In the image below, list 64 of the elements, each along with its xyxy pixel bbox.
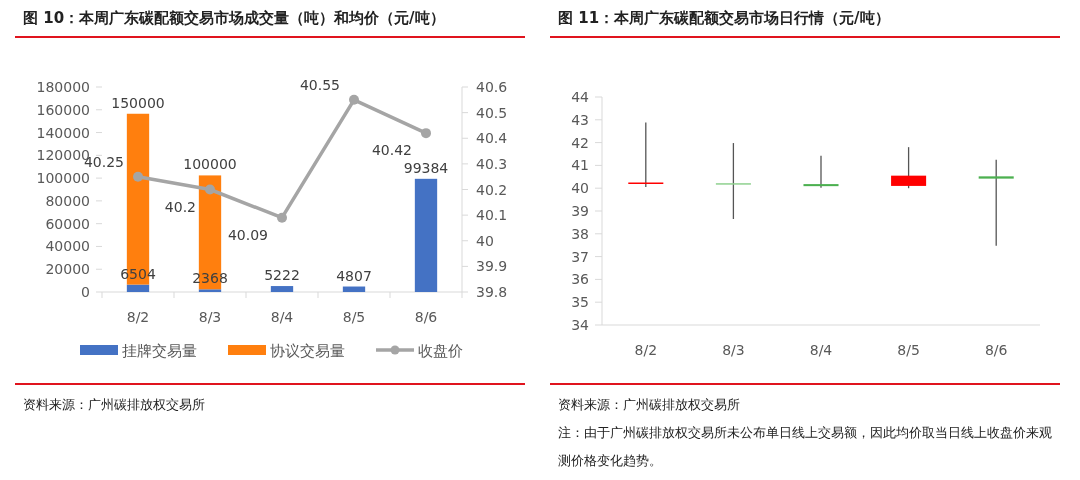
y-tick-label: 0 xyxy=(81,284,90,300)
y-tick-label: 36 xyxy=(571,271,590,288)
y2-tick-label: 40.5 xyxy=(476,104,508,121)
x-tick-label: 8/6 xyxy=(414,309,438,325)
point xyxy=(349,94,359,105)
y-tick-label: 37 xyxy=(571,248,589,265)
y-tick-label: 40 xyxy=(571,180,589,197)
y-tick-label: 42 xyxy=(571,134,589,151)
y2-tick-label: 39.8 xyxy=(476,284,508,300)
x-tick-label: 8/4 xyxy=(270,309,294,325)
point xyxy=(277,212,287,223)
y-tick-label: 20000 xyxy=(45,261,90,278)
point xyxy=(205,184,215,195)
y2-tick-label: 40.6 xyxy=(476,79,508,95)
y-tick-label: 160000 xyxy=(36,101,90,118)
x-tick-label: 8/3 xyxy=(198,309,222,325)
y-tick-label: 43 xyxy=(571,111,589,128)
x-tick-label: 8/4 xyxy=(809,342,833,358)
y-tick-label: 140000 xyxy=(36,124,90,141)
y2-tick-label: 40.1 xyxy=(476,207,508,224)
chart-title: 图 10：本周广东碳配额交易市场成交量（吨）和均价（元/吨） xyxy=(15,6,525,38)
data-label: 40.09 xyxy=(227,226,268,243)
y-tick-label: 80000 xyxy=(45,192,90,209)
x-tick-label: 8/5 xyxy=(897,342,920,358)
y2-tick-label: 39.9 xyxy=(476,258,508,275)
y-tick-label: 44 xyxy=(571,89,590,105)
y-tick-label: 38 xyxy=(571,225,589,242)
candlestick xyxy=(978,159,1014,247)
candlestick xyxy=(715,142,751,220)
data-label: 40.42 xyxy=(371,142,412,159)
y2-tick-label: 40 xyxy=(476,232,494,249)
y-tick-label: 40000 xyxy=(45,238,90,255)
legend-label: 挂牌交易量 xyxy=(122,342,197,360)
x-tick-label: 8/6 xyxy=(984,342,1008,358)
y2-tick-label: 40.3 xyxy=(476,155,508,172)
y-tick-label: 41 xyxy=(571,157,589,174)
x-tick-label: 8/5 xyxy=(342,309,366,325)
x-tick-label: 8/2 xyxy=(126,309,150,325)
data-label: 5222 xyxy=(264,267,300,284)
text: 资料来源：广州碳排放权交易所 xyxy=(558,396,741,414)
data-label: 40.55 xyxy=(299,76,340,93)
point xyxy=(133,171,143,182)
data-label: 40.2 xyxy=(164,198,196,215)
data-label: 99384 xyxy=(403,159,449,176)
data-label: 100000 xyxy=(183,156,237,173)
candlestick xyxy=(803,155,839,189)
legend-label: 收盘价 xyxy=(418,342,463,360)
y2-tick-label: 40.4 xyxy=(476,130,508,147)
y-tick-label: 34 xyxy=(571,317,590,333)
y-tick-label: 100000 xyxy=(36,170,90,187)
x-tick-label: 8/3 xyxy=(722,342,745,358)
y-tick-label: 39 xyxy=(571,203,589,219)
text: 资料来源：广州碳排放权交易所 xyxy=(23,396,206,414)
chart-title: 图 11：本周广东碳配额交易市场日行情（元/吨） xyxy=(550,6,1060,38)
y2-tick-label: 40.2 xyxy=(476,181,508,198)
point xyxy=(421,128,431,139)
data-label: 150000 xyxy=(111,94,165,111)
data-label: 4807 xyxy=(336,267,372,284)
y-tick-label: 60000 xyxy=(45,215,90,232)
text: 注：由于广州碳排放权交易所未公布单日线上交易额，因此均价取当日线上收盘价来观测价格变化趋势。 xyxy=(558,424,1052,470)
y-tick-label: 180000 xyxy=(36,79,90,95)
x-tick-label: 8/2 xyxy=(634,342,658,358)
legend-label: 协议交易量 xyxy=(270,342,345,360)
y-tick-label: 35 xyxy=(571,294,589,311)
